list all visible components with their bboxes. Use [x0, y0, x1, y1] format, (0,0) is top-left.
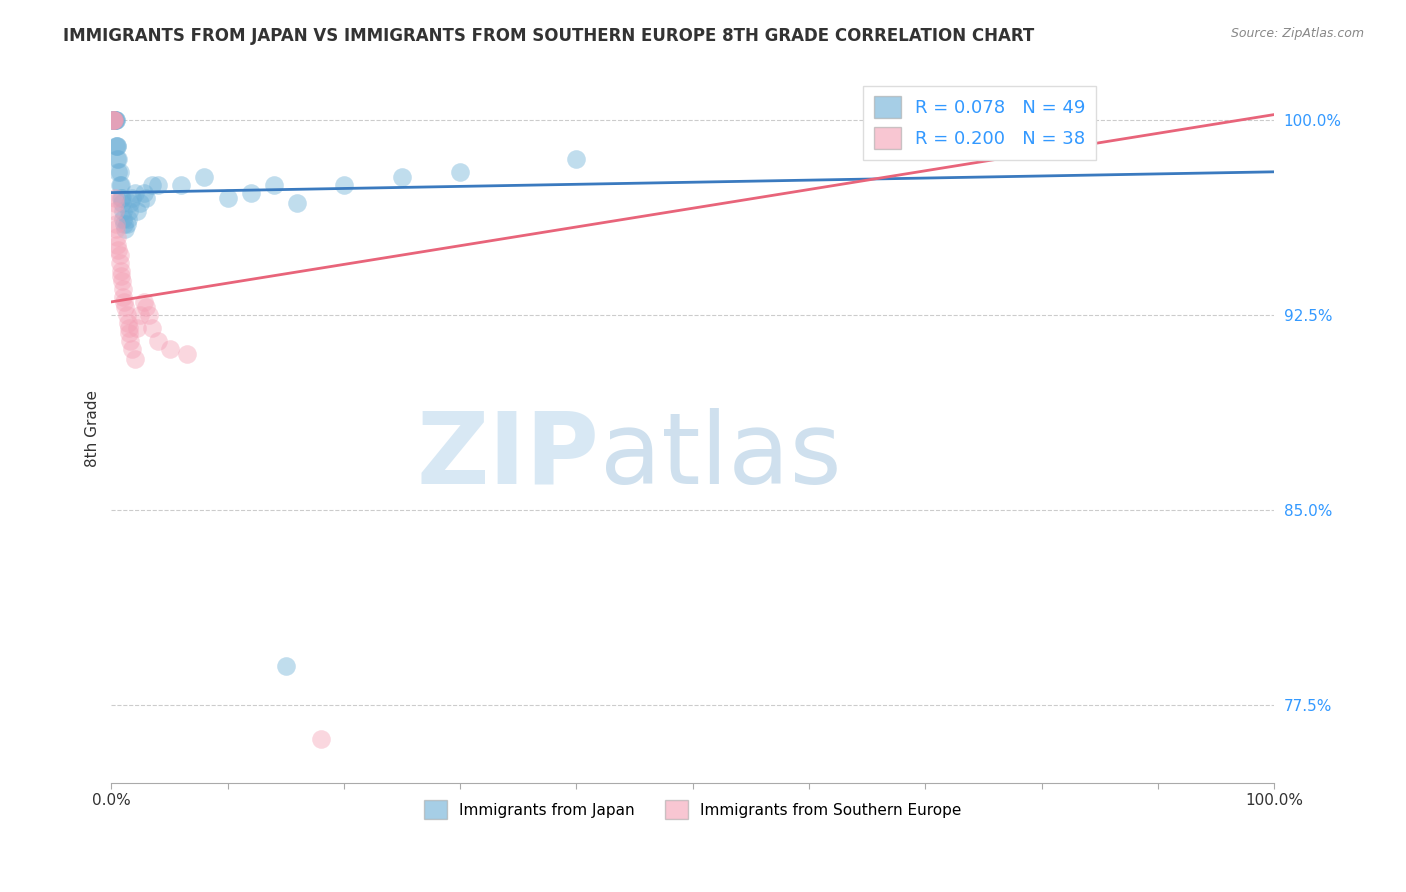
- Point: [125, 203, 148, 218]
- Point: [108, 165, 131, 179]
- Point: [103, 112, 125, 127]
- Point: [565, 152, 588, 166]
- Point: [333, 178, 356, 192]
- Point: [101, 112, 124, 127]
- Point: [309, 731, 332, 746]
- Point: [105, 152, 128, 166]
- Point: [112, 203, 135, 218]
- Point: [117, 316, 139, 330]
- Point: [118, 326, 141, 340]
- Point: [141, 321, 163, 335]
- Point: [118, 334, 141, 348]
- Point: [132, 186, 155, 200]
- Point: [135, 191, 157, 205]
- Point: [274, 659, 297, 673]
- Point: [105, 112, 128, 127]
- Legend: Immigrants from Japan, Immigrants from Southern Europe: Immigrants from Japan, Immigrants from S…: [418, 794, 967, 825]
- Point: [146, 178, 169, 192]
- Point: [101, 112, 124, 127]
- Point: [117, 211, 139, 226]
- Point: [112, 294, 135, 309]
- Point: [108, 248, 131, 262]
- Point: [287, 196, 309, 211]
- Point: [101, 112, 124, 127]
- Point: [121, 191, 143, 205]
- Point: [132, 294, 155, 309]
- Point: [105, 217, 128, 231]
- Point: [104, 191, 127, 205]
- Y-axis label: 8th Grade: 8th Grade: [86, 390, 100, 467]
- Point: [104, 112, 127, 127]
- Point: [104, 203, 127, 218]
- Point: [101, 112, 124, 127]
- Point: [391, 169, 413, 184]
- Point: [101, 112, 124, 127]
- Point: [239, 186, 262, 200]
- Point: [103, 112, 125, 127]
- Point: [110, 268, 132, 283]
- Point: [112, 282, 135, 296]
- Text: IMMIGRANTS FROM JAPAN VS IMMIGRANTS FROM SOUTHERN EUROPE 8TH GRADE CORRELATION C: IMMIGRANTS FROM JAPAN VS IMMIGRANTS FROM…: [63, 27, 1035, 45]
- Point: [108, 256, 131, 270]
- Point: [112, 211, 135, 226]
- Point: [108, 178, 131, 192]
- Point: [114, 300, 136, 314]
- Point: [105, 230, 128, 244]
- Point: [105, 138, 128, 153]
- Point: [115, 217, 138, 231]
- Text: ZIP: ZIP: [416, 408, 600, 505]
- Point: [124, 186, 146, 200]
- Point: [217, 191, 239, 205]
- Point: [112, 290, 135, 304]
- Point: [118, 196, 141, 211]
- Point: [449, 165, 471, 179]
- Point: [118, 321, 141, 335]
- Point: [124, 352, 146, 367]
- Point: [105, 138, 128, 153]
- Point: [111, 196, 134, 211]
- Point: [146, 334, 169, 348]
- Point: [159, 342, 181, 356]
- Point: [111, 191, 134, 205]
- Point: [107, 165, 129, 179]
- Point: [110, 263, 132, 277]
- Point: [135, 300, 157, 314]
- Point: [103, 112, 125, 127]
- Point: [129, 196, 152, 211]
- Point: [105, 222, 128, 236]
- Point: [112, 217, 135, 231]
- Point: [138, 308, 160, 322]
- Point: [110, 191, 132, 205]
- Point: [141, 178, 163, 192]
- Point: [103, 112, 125, 127]
- Point: [193, 169, 215, 184]
- Point: [105, 237, 128, 252]
- Point: [176, 347, 198, 361]
- Point: [121, 342, 143, 356]
- Point: [104, 112, 127, 127]
- Point: [110, 178, 132, 192]
- Point: [118, 203, 141, 218]
- Point: [105, 138, 128, 153]
- Point: [105, 112, 128, 127]
- Point: [263, 178, 285, 192]
- Point: [107, 152, 129, 166]
- Point: [170, 178, 193, 192]
- Text: atlas: atlas: [600, 408, 841, 505]
- Point: [107, 243, 129, 257]
- Point: [115, 308, 138, 322]
- Point: [103, 112, 125, 127]
- Point: [104, 196, 127, 211]
- Point: [111, 274, 134, 288]
- Text: Source: ZipAtlas.com: Source: ZipAtlas.com: [1230, 27, 1364, 40]
- Point: [125, 321, 148, 335]
- Point: [129, 308, 152, 322]
- Point: [114, 222, 136, 236]
